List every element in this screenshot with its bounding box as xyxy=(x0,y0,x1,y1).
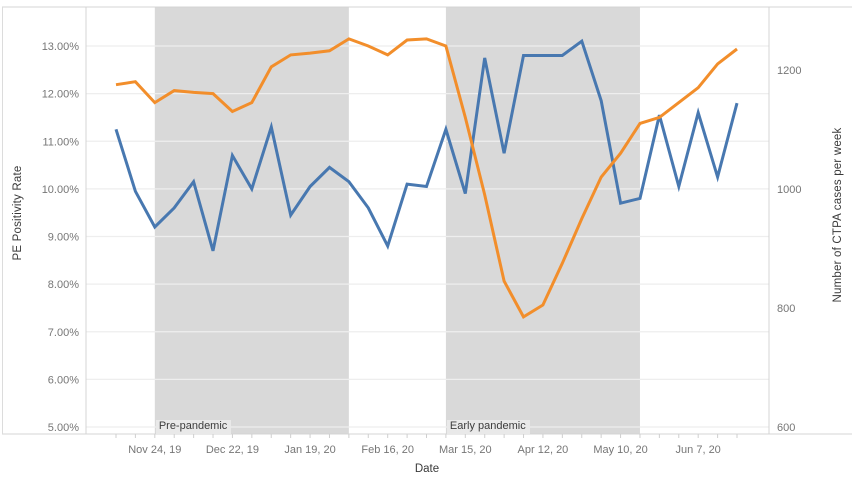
right-axis-title: Number of CTPA cases per week xyxy=(832,127,844,303)
right-axis-tick-label: 600 xyxy=(777,422,795,434)
x-axis-tick-label: Jan 19, 20 xyxy=(284,444,335,456)
left-axis-tick-label: 10.00% xyxy=(42,184,80,196)
pre-pandemic-band-label: Pre-pandemic xyxy=(155,420,232,434)
early-pandemic-band-label: Early pandemic xyxy=(446,420,530,434)
x-axis-tick-label: Jun 7, 20 xyxy=(676,444,721,456)
left-axis-tick-label: 7.00% xyxy=(48,327,79,339)
pre-pandemic-band xyxy=(154,7,349,434)
left-axis-tick-label: 6.00% xyxy=(48,374,79,386)
x-axis-tick-label: Feb 16, 20 xyxy=(361,444,414,456)
ctpa-cases-line xyxy=(115,37,738,320)
left-axis-tick-label: 5.00% xyxy=(48,422,79,434)
x-axis-tick-label: Dec 22, 19 xyxy=(206,444,259,456)
left-axis-tick-label: 13.00% xyxy=(42,41,80,53)
left-axis-title: PE Positivity Rate xyxy=(12,165,24,261)
x-axis-tick-label: Nov 24, 19 xyxy=(128,444,181,456)
left-axis-tick-label: 11.00% xyxy=(43,136,80,148)
left-axis-tick-label: 12.00% xyxy=(42,89,80,101)
right-axis-tick-label: 800 xyxy=(777,303,795,315)
x-axis-tick-label: Apr 12, 20 xyxy=(518,444,569,456)
x-axis-tick-label: Mar 15, 20 xyxy=(439,444,492,456)
right-axis-tick-label: 1200 xyxy=(777,65,801,77)
left-axis-tick-label: 8.00% xyxy=(48,279,79,291)
pe-positivity-line xyxy=(114,38,739,252)
left-axis-tick-label: 9.00% xyxy=(48,232,79,244)
x-axis-tick-label: May 10, 20 xyxy=(593,444,647,456)
right-axis-tick-label: 1000 xyxy=(777,184,801,196)
early-pandemic-band xyxy=(445,7,640,434)
x-axis-title: Date xyxy=(414,463,440,475)
